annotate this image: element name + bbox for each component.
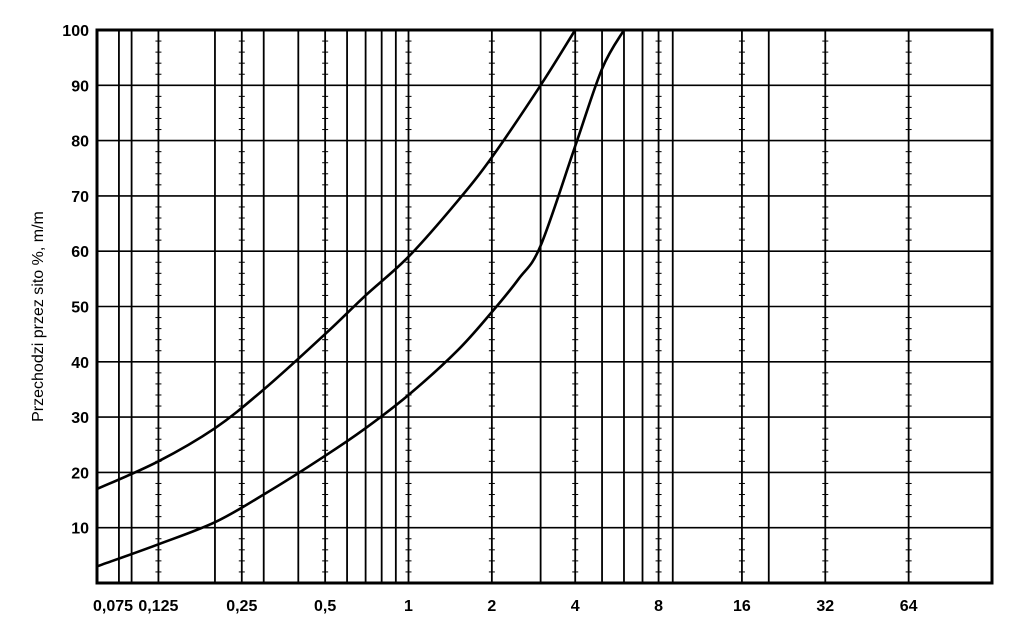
x-tick-label: 2 <box>487 598 496 615</box>
upper-limit-curve <box>96 29 577 491</box>
minor-tick-layer <box>155 40 912 573</box>
x-tick-label: 0,5 <box>314 598 336 615</box>
grid-layer <box>96 29 992 583</box>
y-tick-label: 40 <box>71 355 89 372</box>
x-tick-label: 16 <box>733 598 751 615</box>
y-tick-labels: 10 20 30 40 50 60 70 80 90 100 <box>62 23 89 538</box>
y-tick-label: 70 <box>71 189 89 206</box>
y-tick-label: 100 <box>62 23 89 40</box>
x-tick-label: 4 <box>571 598 580 615</box>
y-tick-label: 90 <box>71 78 89 95</box>
y-tick-label: 30 <box>71 410 89 427</box>
x-tick-label: 0,25 <box>226 598 257 615</box>
y-tick-label: 60 <box>71 244 89 261</box>
plot-frame <box>95 28 994 585</box>
y-tick-label: 20 <box>71 465 89 482</box>
x-tick-label: 0,125 <box>138 598 178 615</box>
x-tick-labels: 0,075 0,125 0,25 0,5 1 2 4 8 16 32 64 <box>93 598 918 615</box>
y-tick-label: 10 <box>71 521 89 538</box>
x-tick-label: 0,075 <box>93 598 133 615</box>
y-axis-label: Przechodzi przez sito %, m/m <box>30 211 47 422</box>
x-tick-label: 1 <box>404 598 413 615</box>
x-tick-label: 32 <box>816 598 834 615</box>
x-tick-label: 64 <box>900 598 918 615</box>
series-layer <box>96 29 626 568</box>
y-tick-label: 50 <box>71 300 89 317</box>
y-tick-label: 80 <box>71 134 89 151</box>
x-tick-label: 8 <box>654 598 663 615</box>
lower-limit-curve <box>96 29 626 568</box>
